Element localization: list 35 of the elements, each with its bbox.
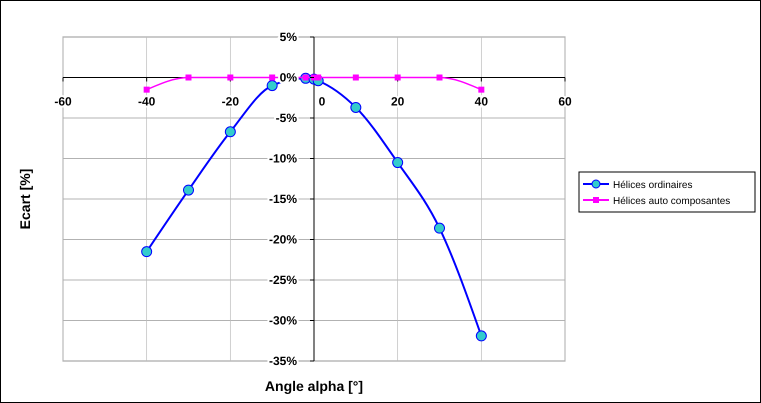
legend-label: Hélices auto composantes bbox=[613, 196, 730, 207]
point bbox=[478, 86, 484, 93]
point bbox=[141, 246, 152, 258]
point bbox=[227, 74, 234, 80]
y-tick-label: 5% bbox=[280, 30, 298, 44]
point bbox=[392, 157, 404, 168]
y-axis-title: Ecart [%] bbox=[17, 168, 33, 230]
point bbox=[186, 74, 192, 80]
y-tick-label: -30% bbox=[268, 314, 298, 328]
y-tick-label: -25% bbox=[268, 273, 298, 287]
y-tick-label: -15% bbox=[268, 192, 298, 206]
point bbox=[224, 126, 236, 138]
point bbox=[350, 102, 362, 113]
y-tick-label: -10% bbox=[268, 152, 298, 166]
point bbox=[476, 330, 487, 342]
x-tick-label: -20 bbox=[222, 94, 240, 108]
point bbox=[436, 74, 442, 80]
point bbox=[144, 86, 150, 93]
point bbox=[183, 184, 194, 196]
y-tick-label: -35% bbox=[268, 354, 298, 368]
x-tick-label: 40 bbox=[474, 94, 488, 108]
point bbox=[269, 74, 276, 80]
x-axis-title: Angle alpha [°] bbox=[264, 378, 364, 394]
point bbox=[266, 80, 278, 92]
x-tick-label: 0 bbox=[318, 94, 326, 108]
x-tick-label: 60 bbox=[558, 94, 572, 108]
x-tick-label: -40 bbox=[138, 94, 156, 108]
y-tick-label: -20% bbox=[268, 232, 298, 246]
x-tick-label: 20 bbox=[390, 94, 405, 108]
y-tick-label: -5% bbox=[276, 111, 298, 125]
point bbox=[434, 222, 445, 234]
x-tick-label: -60 bbox=[54, 94, 72, 108]
legend-label: Hélices ordinaires bbox=[613, 180, 692, 191]
point bbox=[352, 74, 359, 80]
point bbox=[394, 74, 401, 80]
